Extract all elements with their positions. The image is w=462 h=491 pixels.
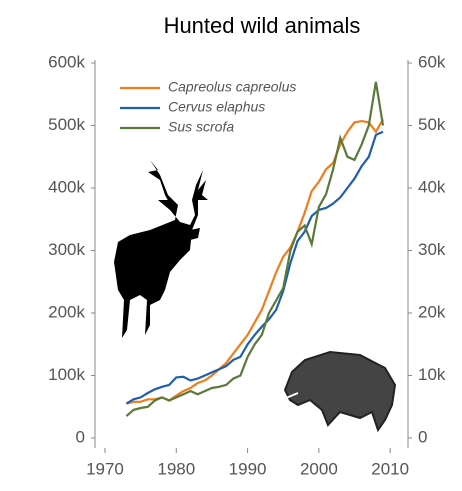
x-tick-label: 2000 [300,459,338,478]
y-tick-label: 500k [48,115,85,134]
boar-drawing [285,352,395,430]
y-tick-label: 200k [48,302,85,321]
y2-tick-label: 20k [418,302,446,321]
y2-tick-label: 0 [418,427,427,446]
x-tick-label: 2010 [371,459,409,478]
y-tick-label: 0 [76,427,85,446]
y-tick-label: 300k [48,240,85,259]
y-tick-label: 100k [48,365,85,384]
legend-label: Cervus elaphus [168,99,265,115]
y2-tick-label: 10k [418,365,446,384]
x-tick-label: 1980 [157,459,195,478]
y2-tick-label: 50k [418,115,446,134]
chart: Hunted wild animals 0 100k 200k 300k 400k 500… [0,0,462,491]
deer-silhouette [114,160,208,338]
x-tick-label: 1990 [229,459,267,478]
y2-tick-label: 60k [418,52,446,71]
y-tick-label: 600k [48,52,85,71]
x-tick-label: 1970 [86,459,124,478]
chart-title: Hunted wild animals [164,13,361,38]
y2-tick-label: 30k [418,240,446,259]
legend: Capreolus capreolus Cervus elaphus Sus scr… [120,79,296,135]
legend-label: Sus scrofa [168,119,234,135]
y-tick-label: 400k [48,177,85,196]
legend-label: Capreolus capreolus [168,79,296,95]
y2-tick-label: 40k [418,177,446,196]
